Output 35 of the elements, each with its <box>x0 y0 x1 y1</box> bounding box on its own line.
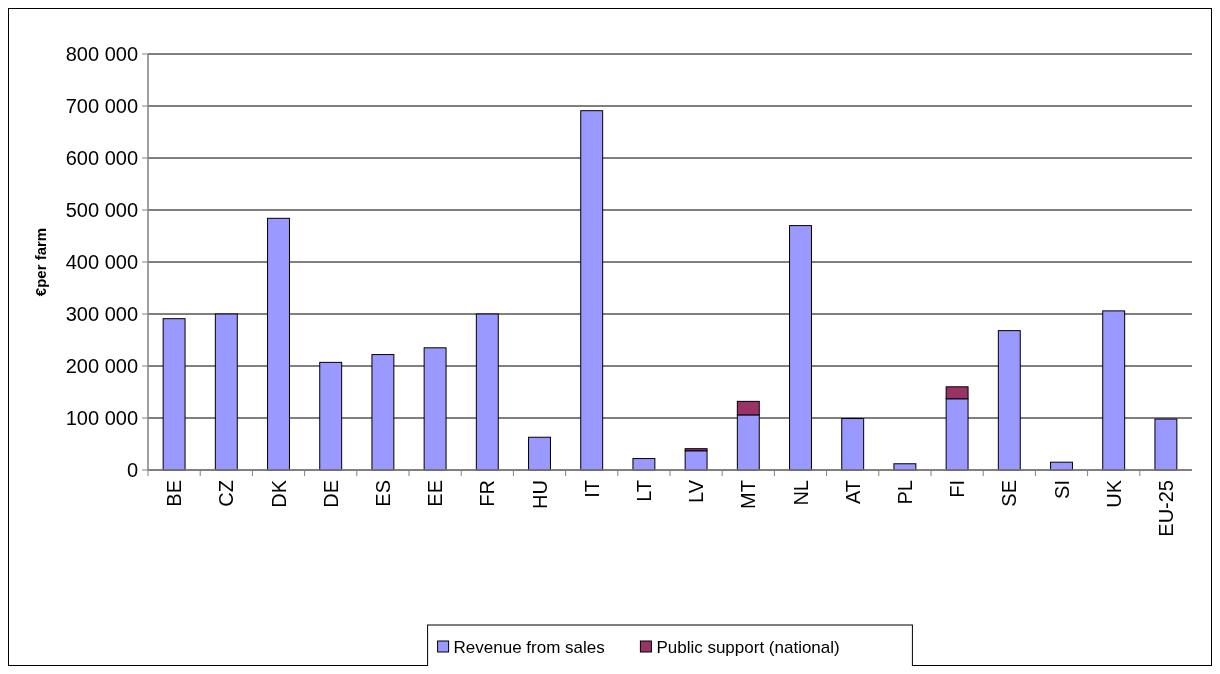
x-tick-label: SI <box>1050 480 1073 499</box>
x-tick-label: IT <box>580 480 603 498</box>
y-axis-title: €per farm <box>32 227 49 297</box>
legend-label: Revenue from sales <box>453 637 605 657</box>
x-tick-label: DK <box>267 479 290 508</box>
y-tick-label: 700 000 <box>65 95 138 117</box>
x-tick-label: FI <box>946 480 969 498</box>
x-tick-label: NL <box>789 480 812 506</box>
y-tick-label: 200 000 <box>65 355 138 377</box>
x-tick-label: EE <box>424 480 447 507</box>
x-tick-label: SE <box>998 480 1021 507</box>
x-tick-label: LV <box>685 479 708 503</box>
x-tick-label: PL <box>893 480 916 505</box>
x-tick-label: FR <box>476 480 499 507</box>
x-tick-label: LT <box>632 480 655 502</box>
x-tick-label: AT <box>841 480 864 505</box>
y-tick-label: 400 000 <box>65 251 138 273</box>
y-tick-label: 800 000 <box>65 43 138 65</box>
x-tick-label: ES <box>371 480 394 507</box>
x-tick-label: EU-25 <box>1154 480 1177 537</box>
y-tick-label: 500 000 <box>65 199 138 221</box>
bar <box>632 458 656 471</box>
y-tick-label: 600 000 <box>65 147 138 169</box>
x-tick-label: MT <box>737 480 760 509</box>
bar <box>528 436 551 471</box>
x-tick-label: BE <box>163 480 186 507</box>
y-tick-label: 300 000 <box>65 303 138 325</box>
x-tick-label: CZ <box>215 480 238 507</box>
x-tick-label: UK <box>1102 479 1125 508</box>
x-tick-label: HU <box>528 480 551 509</box>
y-tick-label: 0 <box>126 459 138 481</box>
legend-label: Public support (national) <box>656 637 840 657</box>
x-tick-label: DE <box>319 480 342 508</box>
bar <box>684 450 708 471</box>
y-tick-label: 100 000 <box>65 407 138 429</box>
